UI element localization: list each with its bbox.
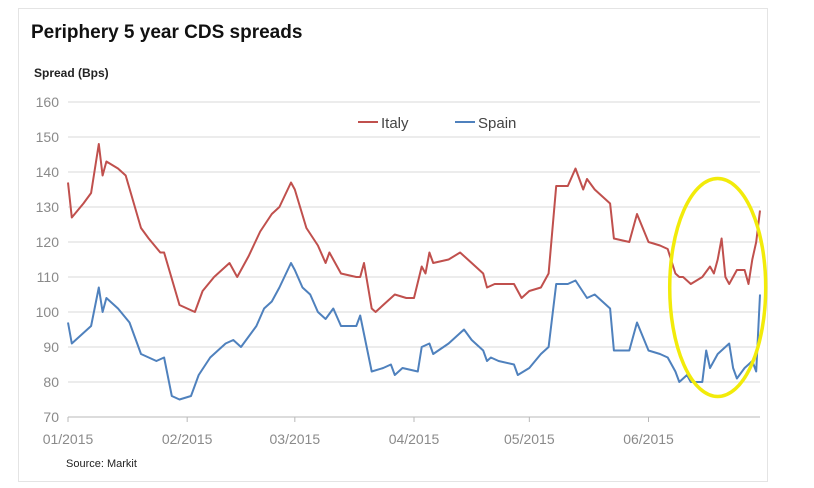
y-tick-label: 130 — [36, 199, 60, 215]
series-line-spain — [67, 262, 761, 401]
series-line-italy — [67, 143, 761, 313]
legend-label-spain: Spain — [478, 115, 516, 132]
y-axis-label: Spread (Bps) — [34, 66, 109, 80]
y-tick-label: 80 — [43, 374, 59, 390]
highlight-ellipse — [667, 176, 768, 399]
y-axis-ticks: 70 80 90 100 110 120 130 140 150 160 — [36, 94, 60, 425]
x-tick-label: 06/2015 — [623, 431, 674, 447]
legend-label-italy: Italy — [381, 115, 409, 132]
chart-frame — [18, 8, 768, 482]
x-tick-label: 01/2015 — [43, 431, 94, 447]
y-tick-label: 100 — [36, 304, 60, 320]
y-tick-label: 70 — [43, 409, 59, 425]
y-tick-label: 160 — [36, 94, 60, 110]
x-tick-label: 02/2015 — [162, 431, 213, 447]
y-tick-label: 140 — [36, 164, 60, 180]
series-lines — [67, 143, 761, 401]
annotations — [667, 176, 768, 399]
x-tick-label: 05/2015 — [504, 431, 555, 447]
source-note: Source: Markit — [66, 458, 137, 470]
y-tick-label: 90 — [43, 339, 59, 355]
gridlines — [68, 101, 760, 418]
legend: Italy Spain — [358, 115, 516, 132]
x-axis-ticks: 01/2015 02/2015 03/2015 04/2015 05/2015 06/20… — [43, 417, 674, 447]
x-tick-label: 03/2015 — [270, 431, 321, 447]
chart-title: Periphery 5 year CDS spreads — [31, 22, 303, 43]
y-tick-label: 150 — [36, 129, 60, 145]
y-tick-label: 120 — [36, 234, 60, 250]
x-tick-label: 04/2015 — [389, 431, 440, 447]
y-tick-label: 110 — [37, 269, 60, 285]
